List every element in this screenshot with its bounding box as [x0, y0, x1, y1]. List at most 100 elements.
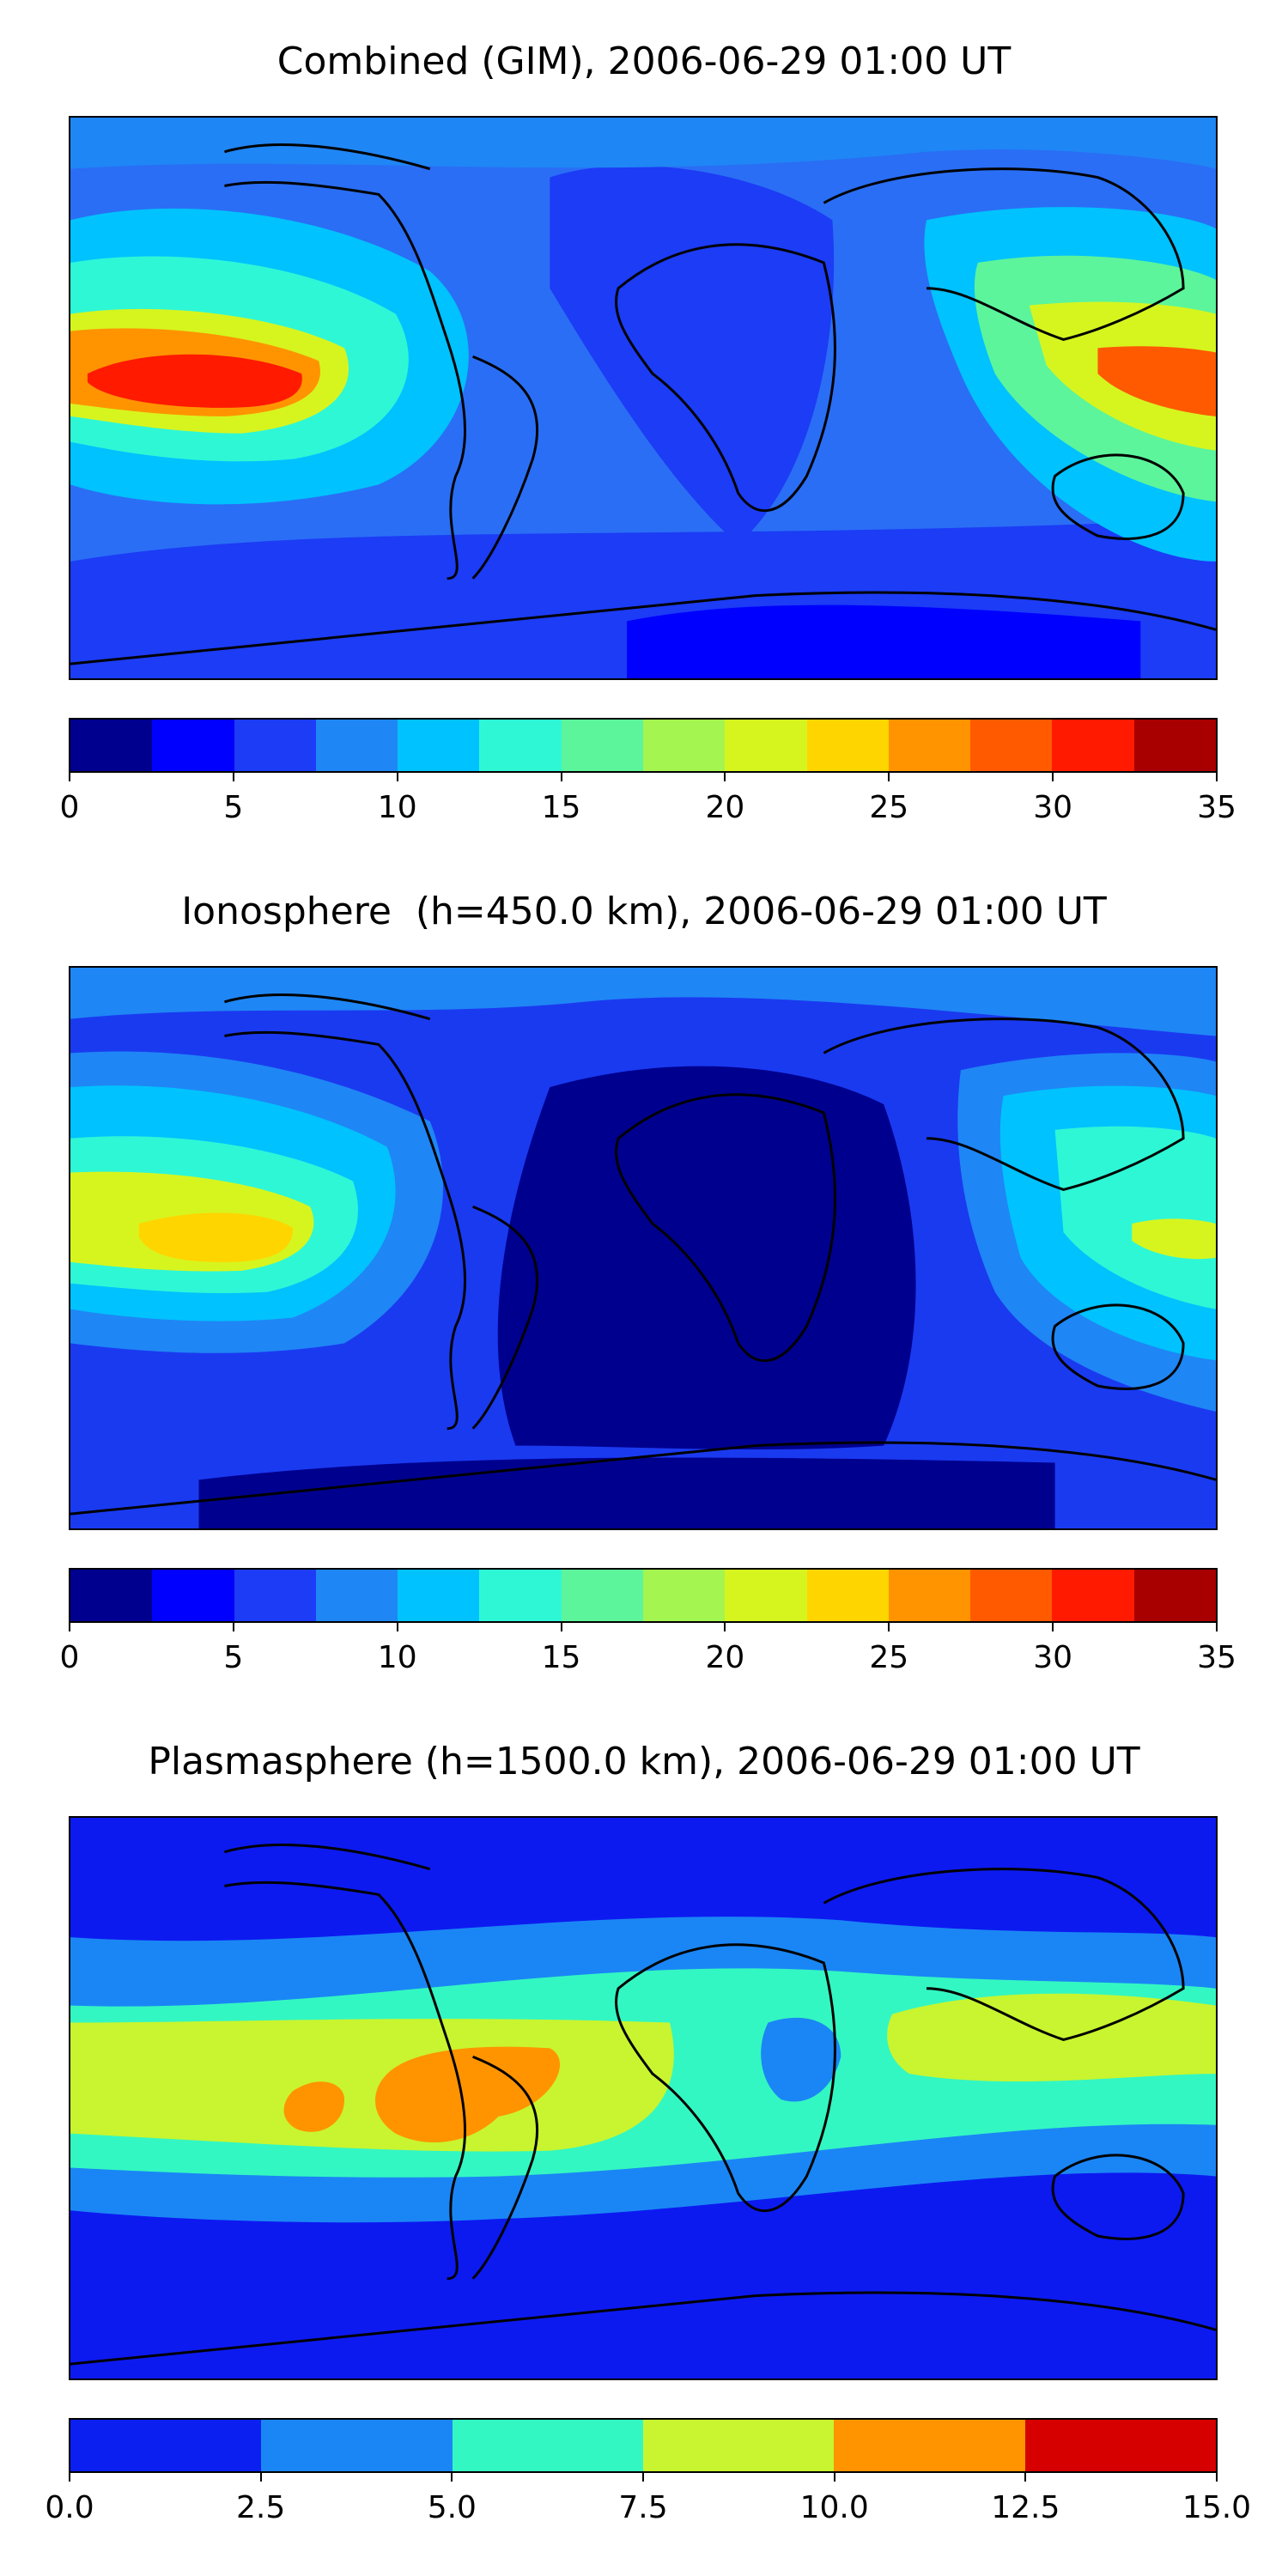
- colorbar-tick: [396, 1623, 398, 1631]
- colorbar: [69, 1568, 1218, 1623]
- colorbar-tick-label: 5.0: [427, 2490, 477, 2525]
- colorbar-segment: [315, 1570, 398, 1621]
- colorbar-segment: [970, 1570, 1053, 1621]
- contour-asia-20: [1132, 1218, 1216, 1260]
- colorbar-tick: [1216, 773, 1218, 781]
- colorbar-tick-label: 0.0: [45, 2490, 94, 2525]
- colorbar-tick: [1216, 1623, 1218, 1631]
- colorbar-tick: [69, 2473, 70, 2482]
- colorbar-segment: [834, 2420, 1025, 2471]
- contour-atlantic-low: [550, 165, 835, 544]
- colorbar-tick-label: 20: [705, 790, 745, 825]
- coastlines: [70, 143, 1216, 665]
- colorbar-tick: [1024, 2473, 1027, 2482]
- colorbar-tick-label: 10: [377, 1640, 417, 1675]
- colorbar-tick-label: 15: [541, 1640, 581, 1675]
- colorbar-segment: [234, 720, 316, 771]
- colorbar-segment: [70, 720, 153, 771]
- colorbar-segment: [398, 1570, 480, 1621]
- colorbar-tick-label: 0: [59, 1640, 80, 1675]
- colorbar-tick: [642, 2473, 644, 2482]
- colorbar-segment: [561, 720, 643, 771]
- contour-asia-15: [1054, 1126, 1216, 1309]
- contour-band-7.5-east: [887, 1993, 1216, 2082]
- contour-band-7.5-west: [70, 2019, 674, 2152]
- panel-plasmasphere: Plasmasphere (h=1500.0 km), 2006-06-29 0…: [0, 1700, 1288, 2559]
- colorbar-tick: [1216, 2473, 1218, 2482]
- map-combined: [69, 116, 1218, 680]
- colorbar-segment: [398, 720, 480, 771]
- colorbar: [69, 718, 1218, 773]
- colorbar-segment: [452, 2420, 643, 2471]
- panel-title: Ionosphere (h=450.0 km), 2006-06-29 01:0…: [181, 890, 1107, 933]
- colorbar-tick-label: 5: [223, 790, 244, 825]
- panel-ionosphere: Ionosphere (h=450.0 km), 2006-06-29 01:0…: [0, 850, 1288, 1709]
- colorbar-segment: [1024, 2420, 1216, 2471]
- colorbar-segment: [479, 720, 562, 771]
- colorbar-tick: [560, 1623, 562, 1631]
- colorbar-tick: [724, 773, 726, 781]
- colorbar-tick-label: 5: [223, 1640, 244, 1675]
- colorbar-segment: [725, 1570, 807, 1621]
- colorbar-segment: [1133, 720, 1216, 771]
- contour-orange-main: [374, 2046, 561, 2143]
- colorbar-segment: [561, 1570, 643, 1621]
- colorbar-tick-label: 2.5: [236, 2490, 286, 2525]
- colorbar-segment: [1052, 720, 1134, 771]
- colorbar-tick: [232, 1623, 234, 1631]
- colorbar-tick: [724, 1623, 726, 1631]
- coastlines: [70, 1844, 1216, 2366]
- colorbar-tick: [833, 2473, 835, 2482]
- colorbar-segment: [70, 2420, 262, 2471]
- colorbar-segment: [725, 720, 807, 771]
- colorbar-segment: [261, 2420, 453, 2471]
- colorbar-segment: [152, 720, 234, 771]
- colorbar-ticks: 0 5 10 15 20 25 30 35: [60, 1623, 1236, 1683]
- colorbar-tick-label: 20: [705, 1640, 745, 1675]
- panel-title: Combined (GIM), 2006-06-29 01:00 UT: [276, 39, 1012, 83]
- colorbar-segment: [642, 2420, 835, 2471]
- colorbar-segment: [479, 1570, 562, 1621]
- colorbar-tick: [232, 773, 234, 781]
- colorbar-segment: [806, 720, 889, 771]
- colorbar-segment: [642, 720, 726, 771]
- colorbar-tick-label: 30: [1033, 790, 1073, 825]
- map-ionosphere: [69, 966, 1218, 1530]
- colorbar-tick-label: 10: [377, 790, 417, 825]
- colorbar-segment: [1133, 1570, 1216, 1621]
- contour-arabia-low: [761, 2017, 841, 2102]
- colorbar-tick-label: 10.0: [799, 2490, 869, 2525]
- colorbar-ticks: 0.0 2.5 5.0 7.5 10.0 12.5 15.0: [45, 2473, 1251, 2533]
- coastlines: [70, 993, 1216, 1516]
- colorbar-tick: [1052, 773, 1054, 781]
- contour-south-lowest: [198, 1457, 1055, 1528]
- contour-south-lowest: [627, 605, 1141, 678]
- colorbar-segment: [888, 720, 971, 771]
- colorbar-tick-label: 35: [1197, 790, 1236, 825]
- contour-pacific-30: [87, 354, 302, 408]
- colorbar-tick-label: 25: [869, 790, 909, 825]
- colorbar-tick-label: 25: [869, 1640, 909, 1675]
- contour-north-band: [70, 968, 1216, 1036]
- colorbar-tick: [69, 1623, 70, 1631]
- colorbar-tick-label: 12.5: [991, 2490, 1060, 2525]
- colorbar-tick-label: 35: [1197, 1640, 1236, 1675]
- contour-atlantic-lowest: [497, 1066, 916, 1450]
- colorbar-tick-label: 15.0: [1182, 2490, 1252, 2525]
- colorbar-tick: [560, 773, 562, 781]
- colorbar-segment: [1052, 1570, 1134, 1621]
- colorbar-tick-label: 0: [59, 790, 80, 825]
- colorbar-segment: [806, 1570, 889, 1621]
- colorbar-tick-label: 30: [1033, 1640, 1073, 1675]
- colorbar-segment: [970, 720, 1053, 771]
- colorbar-tick: [888, 773, 890, 781]
- colorbar-segment: [315, 720, 398, 771]
- colorbar-tick: [396, 773, 398, 781]
- colorbar-ticks: 0 5 10 15 20 25 30 35: [60, 773, 1236, 833]
- contour-pacific-22: [138, 1212, 294, 1262]
- contour-asia-25: [1097, 346, 1216, 416]
- map-plasmasphere: [69, 1816, 1218, 2380]
- colorbar-tick: [451, 2473, 453, 2482]
- colorbar: [69, 2418, 1218, 2473]
- colorbar-segment: [642, 1570, 726, 1621]
